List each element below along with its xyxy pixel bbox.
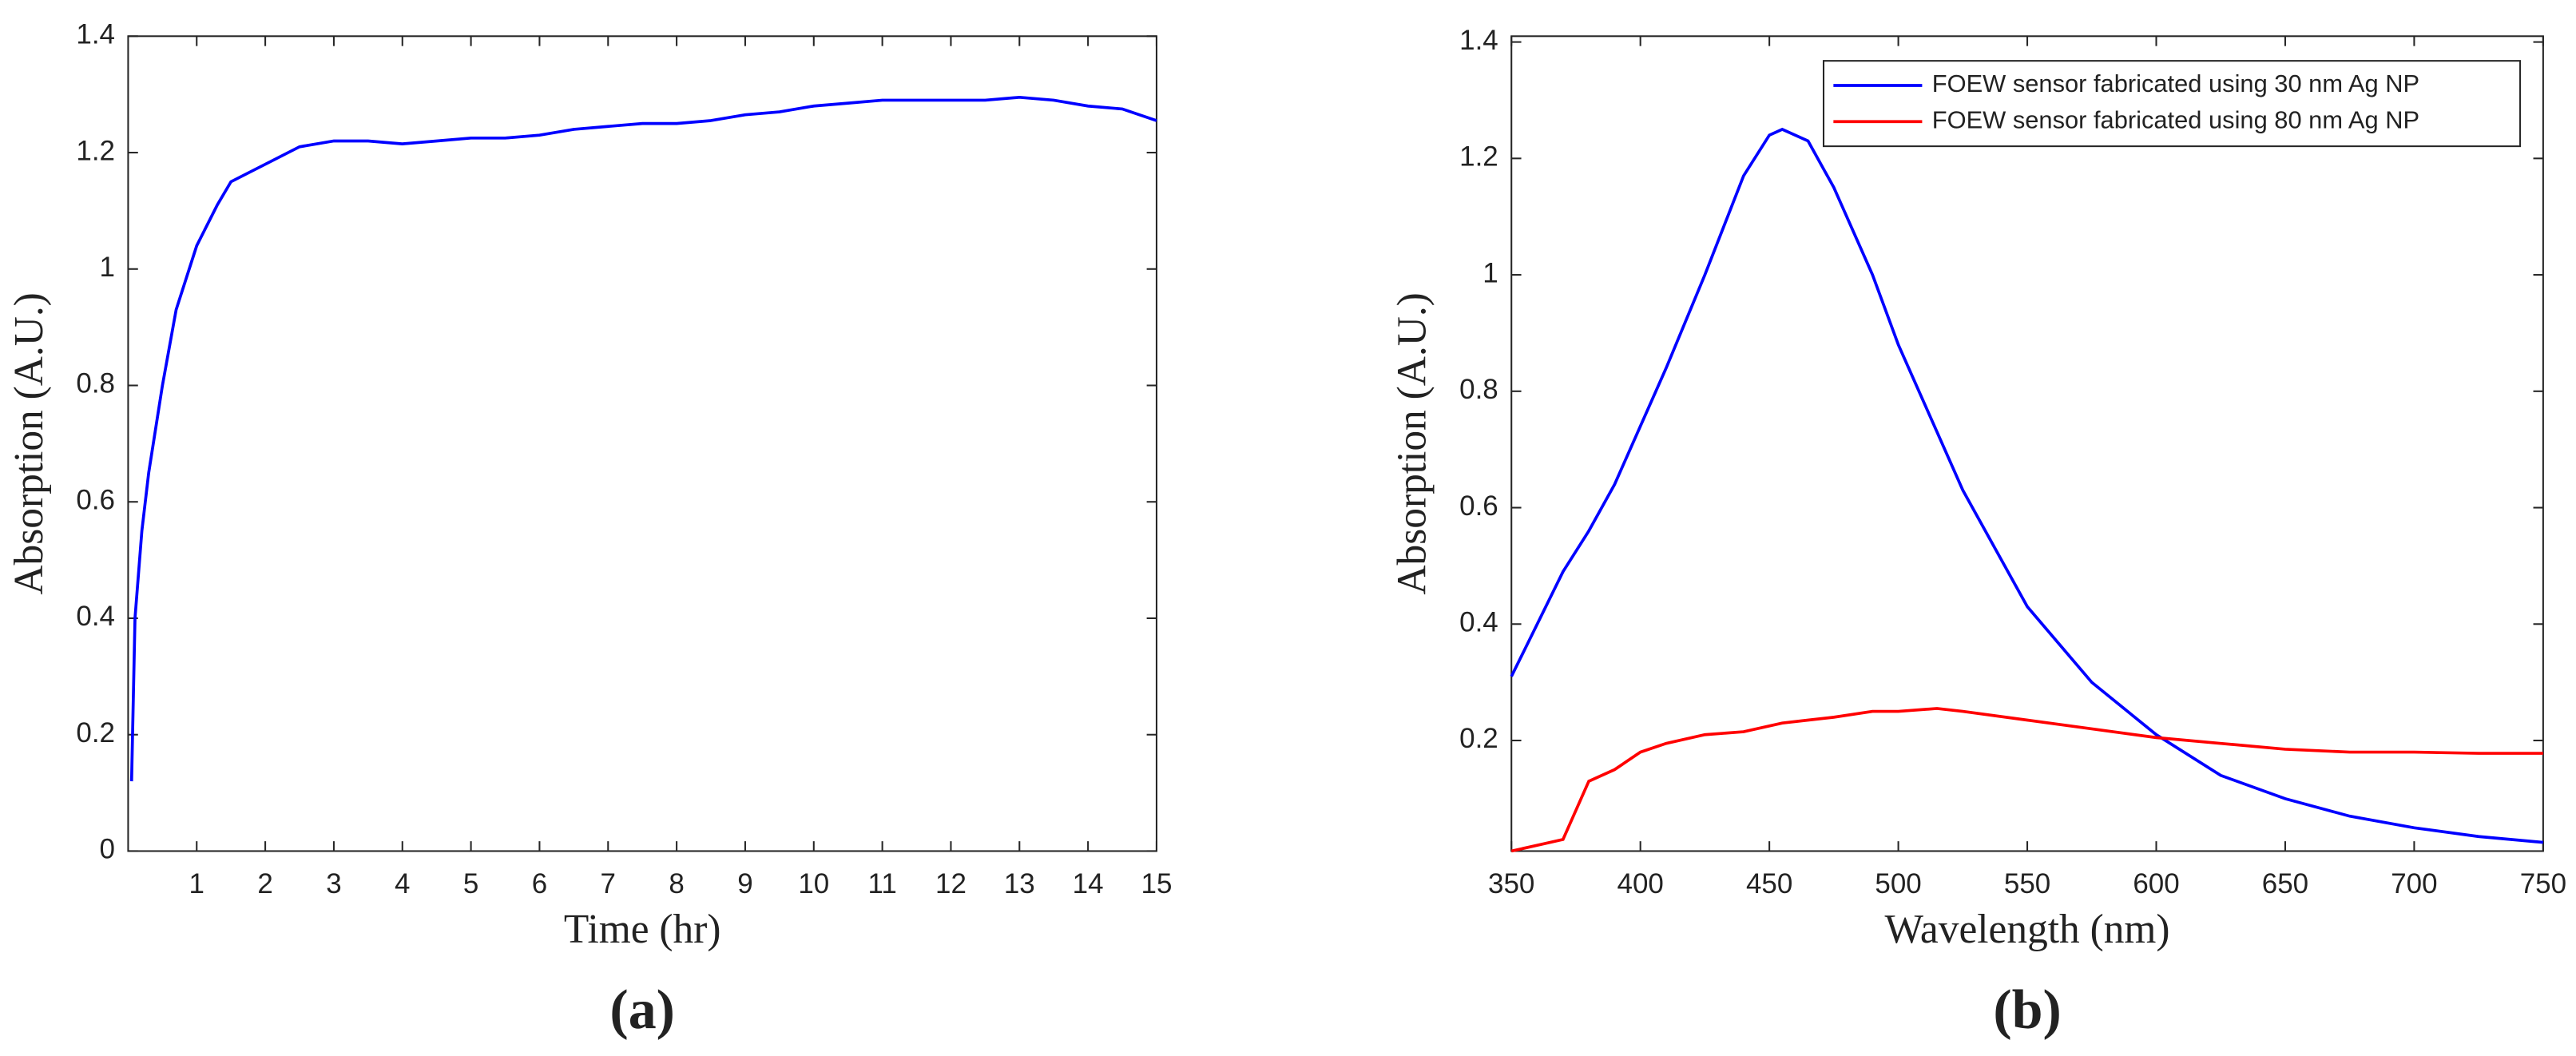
panel-label: (a) [609, 979, 675, 1041]
x-tick-label: 11 [867, 868, 896, 899]
y-tick-label: 0.6 [1459, 490, 1498, 522]
x-tick-label: 350 [1488, 868, 1534, 899]
x-tick-label: 9 [737, 868, 752, 899]
y-tick-label: 0.2 [1459, 723, 1498, 754]
x-tick-label: 14 [1073, 868, 1104, 899]
x-tick-label: 1 [189, 868, 204, 899]
x-tick-label: 2 [257, 868, 272, 899]
panel-label: (b) [1993, 979, 2061, 1041]
y-tick-label: 0.4 [1459, 607, 1498, 638]
x-axis-label: Wavelength (nm) [1885, 907, 2170, 952]
y-tick-label: 0.8 [76, 368, 115, 399]
y-tick-label: 0.2 [76, 717, 115, 748]
x-tick-label: 500 [1875, 868, 1921, 899]
legend-label: FOEW sensor fabricated using 30 nm Ag NP [1932, 69, 2419, 97]
x-tick-label: 750 [2520, 868, 2566, 899]
x-tick-label: 700 [2391, 868, 2437, 899]
x-tick-label: 8 [669, 868, 684, 899]
x-tick-label: 650 [2262, 868, 2308, 899]
x-tick-label: 6 [532, 868, 547, 899]
x-tick-label: 550 [2004, 868, 2050, 899]
y-tick-label: 1.4 [1459, 25, 1498, 56]
y-axis-label: Absorption (A.U.) [6, 292, 52, 594]
x-tick-label: 400 [1617, 868, 1664, 899]
y-axis-label: Absorption (A.U.) [1390, 292, 1435, 594]
y-tick-label: 1 [1482, 257, 1498, 288]
data-line [1510, 707, 2543, 853]
x-tick-label: 3 [326, 868, 341, 899]
x-tick-label: 13 [1004, 868, 1035, 899]
axes-box [1510, 35, 2544, 852]
x-tick-label: 7 [601, 868, 616, 899]
data-line [1510, 127, 2544, 844]
y-tick-label: 0.4 [76, 601, 115, 632]
y-tick-label: 1.2 [76, 135, 115, 166]
y-tick-label: 0 [100, 834, 115, 865]
x-tick-label: 600 [2133, 868, 2179, 899]
y-tick-label: 1.2 [1459, 141, 1498, 173]
x-tick-label: 12 [935, 868, 966, 899]
legend-label: FOEW sensor fabricated using 80 nm Ag NP [1932, 105, 2419, 133]
y-tick-label: 0.6 [76, 484, 115, 515]
x-tick-label: 5 [463, 868, 478, 899]
x-tick-label: 10 [798, 868, 829, 899]
x-tick-label: 450 [1746, 868, 1792, 899]
x-tick-label: 4 [395, 868, 410, 899]
x-tick-label: 15 [1141, 868, 1173, 899]
legend-box [1822, 60, 2522, 148]
y-tick-label: 0.8 [1459, 374, 1498, 405]
data-line [129, 95, 1157, 782]
y-tick-label: 1 [100, 252, 115, 283]
y-tick-label: 1.4 [76, 19, 115, 50]
x-axis-label: Time (hr) [564, 907, 721, 952]
axes-box [127, 35, 1157, 852]
